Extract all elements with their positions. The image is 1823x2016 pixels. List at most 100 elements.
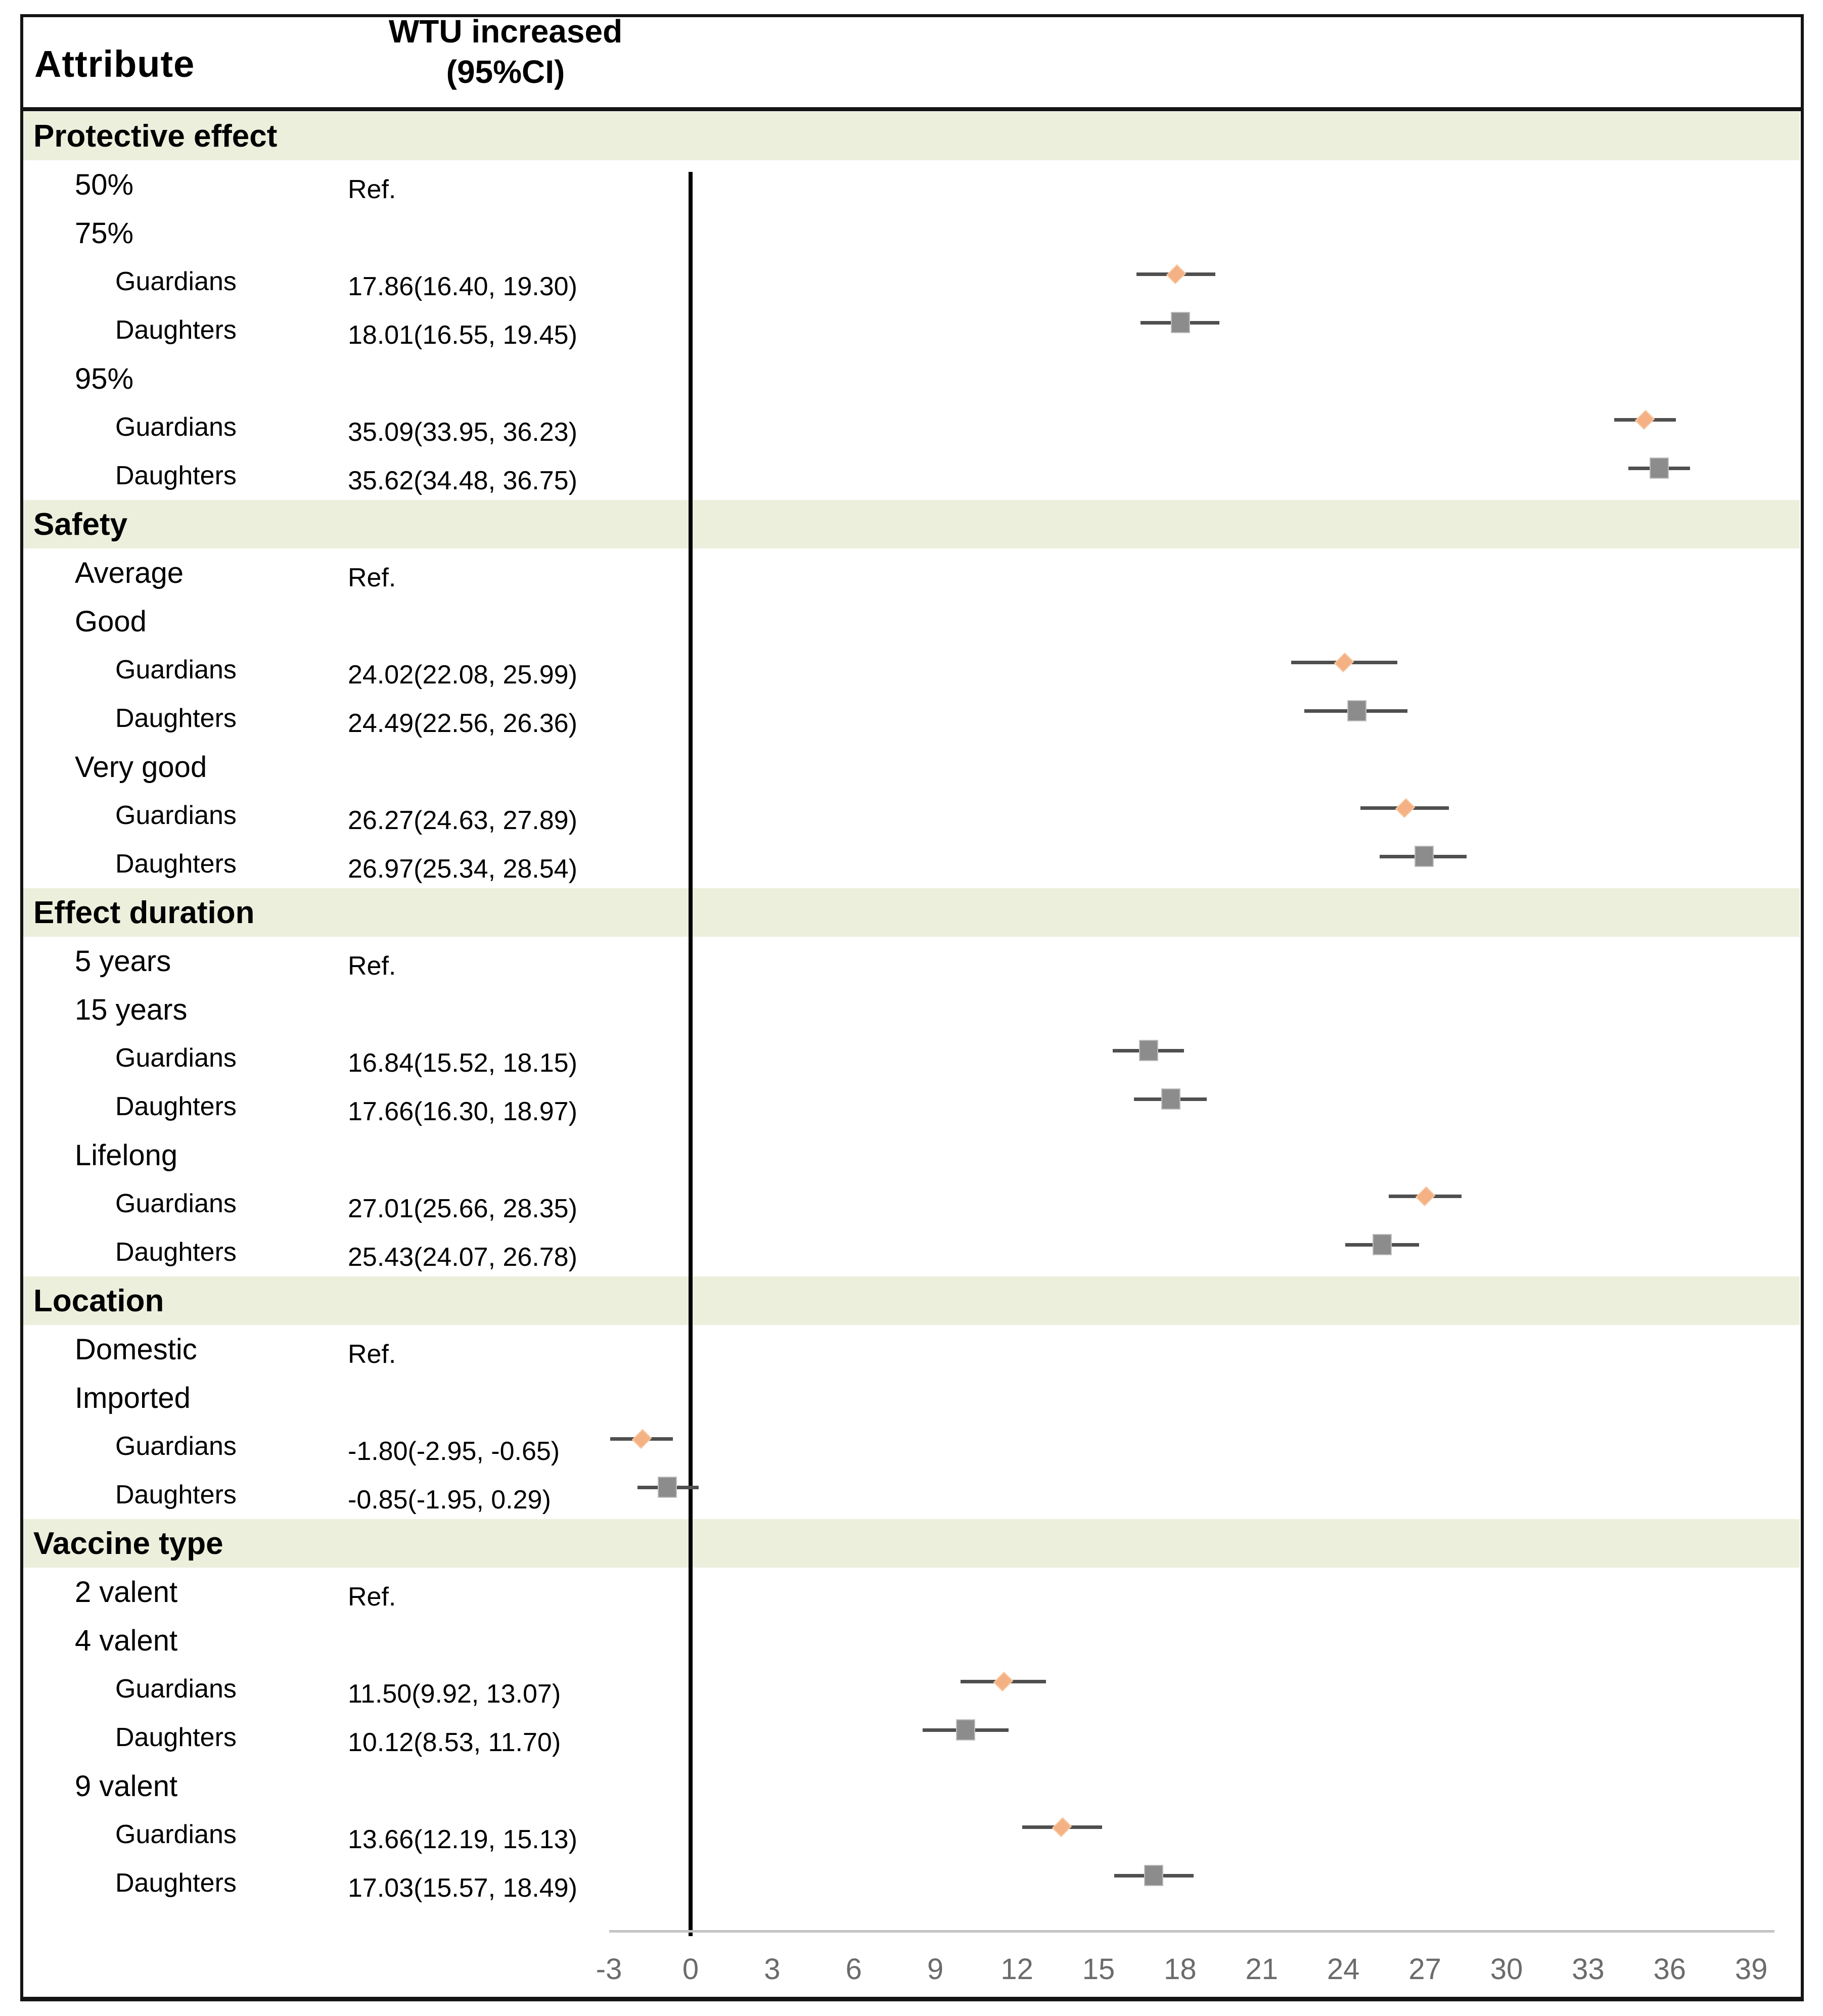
table-row: Daughters 25.43(24.07, 26.78) [23, 1228, 1800, 1276]
row-value: 16.84(15.52, 18.15) [348, 1048, 577, 1078]
row-value: 26.27(24.63, 27.89) [348, 806, 577, 835]
table-row: Average Ref. [23, 548, 1800, 597]
row-value: 35.09(33.95, 36.23) [348, 418, 577, 447]
row-value: Ref. [348, 1340, 396, 1369]
row-label: 5 years [75, 944, 171, 978]
daughters-square-marker [1650, 457, 1669, 479]
row-label: Guardians [115, 655, 237, 684]
x-axis-tick-label: 33 [1572, 1953, 1605, 1986]
row-label: 4 valent [75, 1624, 178, 1657]
x-axis-tick-label: 21 [1245, 1953, 1279, 1986]
row-value: Ref. [348, 951, 396, 981]
daughters-square-marker [1144, 1865, 1164, 1886]
table-row: Daughters 35.62(34.48, 36.75) [23, 451, 1800, 500]
row-label: Guardians [115, 801, 237, 830]
x-axis-tick-label: 27 [1408, 1953, 1441, 1986]
daughters-square-marker [1347, 700, 1366, 721]
row-label: 95% [75, 362, 134, 395]
section-label: Protective effect [33, 118, 278, 154]
row-value: 10.12(8.53, 11.70) [348, 1728, 561, 1757]
table-row: 15 years [23, 985, 1800, 1034]
row-label: Daughters [115, 704, 237, 733]
row-value: Ref. [348, 175, 396, 204]
row-value: Ref. [348, 1582, 396, 1612]
row-label: 15 years [75, 993, 188, 1026]
table-row: Daughters 24.49(22.56, 26.36) [23, 694, 1800, 743]
wtu-header-line2: (95%CI) [446, 54, 565, 90]
section-row: Effect duration [23, 888, 1800, 937]
daughters-square-marker [1373, 1234, 1392, 1255]
table-row: Guardians 16.84(15.52, 18.15) [23, 1034, 1800, 1082]
x-axis-tick-label: 0 [682, 1953, 699, 1986]
row-value: 11.50(9.92, 13.07) [348, 1679, 561, 1709]
row-label: Average [75, 556, 184, 589]
daughters-square-marker [956, 1719, 976, 1740]
table-row: Guardians -1.80(-2.95, -0.65) [23, 1422, 1800, 1471]
table-row: 50% Ref. [23, 160, 1800, 209]
x-axis-tick-label: 15 [1082, 1953, 1115, 1986]
table-row: Daughters -0.85(-1.95, 0.29) [23, 1471, 1800, 1519]
row-value: 17.66(16.30, 18.97) [348, 1097, 577, 1126]
row-value: 24.02(22.08, 25.99) [348, 660, 577, 690]
table-row: 75% [23, 209, 1800, 257]
table-row: Guardians 17.86(16.40, 19.30) [23, 257, 1800, 306]
row-label: Guardians [115, 1043, 237, 1073]
x-axis-tick-label: 3 [764, 1953, 781, 1986]
section-row: Safety [23, 500, 1800, 548]
row-value: 18.01(16.55, 19.45) [348, 320, 577, 350]
table-row: Daughters 17.03(15.57, 18.49) [23, 1859, 1800, 1907]
table-row: Daughters 17.66(16.30, 18.97) [23, 1082, 1800, 1131]
table-row: 2 valent Ref. [23, 1568, 1800, 1616]
table-row: 5 years Ref. [23, 937, 1800, 985]
table-row: Guardians 11.50(9.92, 13.07) [23, 1665, 1800, 1713]
row-label: Very good [75, 750, 207, 784]
row-label: Daughters [115, 1723, 237, 1752]
table-row: 95% [23, 354, 1800, 403]
row-label: Guardians [115, 267, 237, 296]
section-row: Vaccine type [23, 1519, 1800, 1568]
row-value: -1.80(-2.95, -0.65) [348, 1437, 560, 1466]
wtu-header-line1: WTU increased [388, 13, 623, 50]
row-value: 24.49(22.56, 26.36) [348, 709, 577, 738]
x-axis-tick-label: 9 [927, 1953, 944, 1986]
row-label: Guardians [115, 1820, 237, 1849]
section-row: Location [23, 1276, 1800, 1325]
row-value: 17.86(16.40, 19.30) [348, 272, 577, 301]
x-axis-tick-label: 18 [1164, 1953, 1197, 1986]
x-axis-tick-label: -3 [596, 1953, 622, 1986]
daughters-square-marker [1170, 312, 1190, 333]
row-label: Guardians [115, 1674, 237, 1704]
table-row: Guardians 26.27(24.63, 27.89) [23, 791, 1800, 840]
table-row: Imported [23, 1373, 1800, 1422]
section-row: Protective effect [23, 112, 1800, 160]
row-value: 35.62(34.48, 36.75) [348, 466, 577, 495]
row-value: 27.01(25.66, 28.35) [348, 1194, 577, 1223]
table-row: 9 valent [23, 1762, 1800, 1810]
row-value: 17.03(15.57, 18.49) [348, 1873, 577, 1903]
row-label: Daughters [115, 1480, 237, 1509]
section-label: Vaccine type [33, 1526, 223, 1561]
row-label: Guardians [115, 1189, 237, 1218]
row-label: Daughters [115, 315, 237, 345]
daughters-square-marker [1414, 846, 1434, 867]
table-row: 4 valent [23, 1616, 1800, 1665]
row-value: -0.85(-1.95, 0.29) [348, 1485, 551, 1515]
row-value: 26.97(25.34, 28.54) [348, 854, 577, 884]
table-row: Guardians 24.02(22.08, 25.99) [23, 646, 1800, 694]
x-axis-tick-label: 30 [1490, 1953, 1523, 1986]
table-row: Very good [23, 743, 1800, 791]
row-label: Domestic [75, 1333, 197, 1366]
zero-reference-line [689, 172, 693, 1936]
table-row: Guardians 35.09(33.95, 36.23) [23, 403, 1800, 451]
row-label: 2 valent [75, 1575, 178, 1609]
row-value: 13.66(12.19, 15.13) [348, 1825, 577, 1854]
row-value: Ref. [348, 563, 396, 592]
section-label: Location [33, 1283, 164, 1318]
table-row: Domestic Ref. [23, 1325, 1800, 1373]
x-axis-tick-label: 24 [1327, 1953, 1360, 1986]
header-divider [22, 107, 1802, 111]
x-axis-tick-label: 6 [845, 1953, 862, 1986]
table-row: Daughters 26.97(25.34, 28.54) [23, 840, 1800, 888]
table-row: Good [23, 597, 1800, 646]
